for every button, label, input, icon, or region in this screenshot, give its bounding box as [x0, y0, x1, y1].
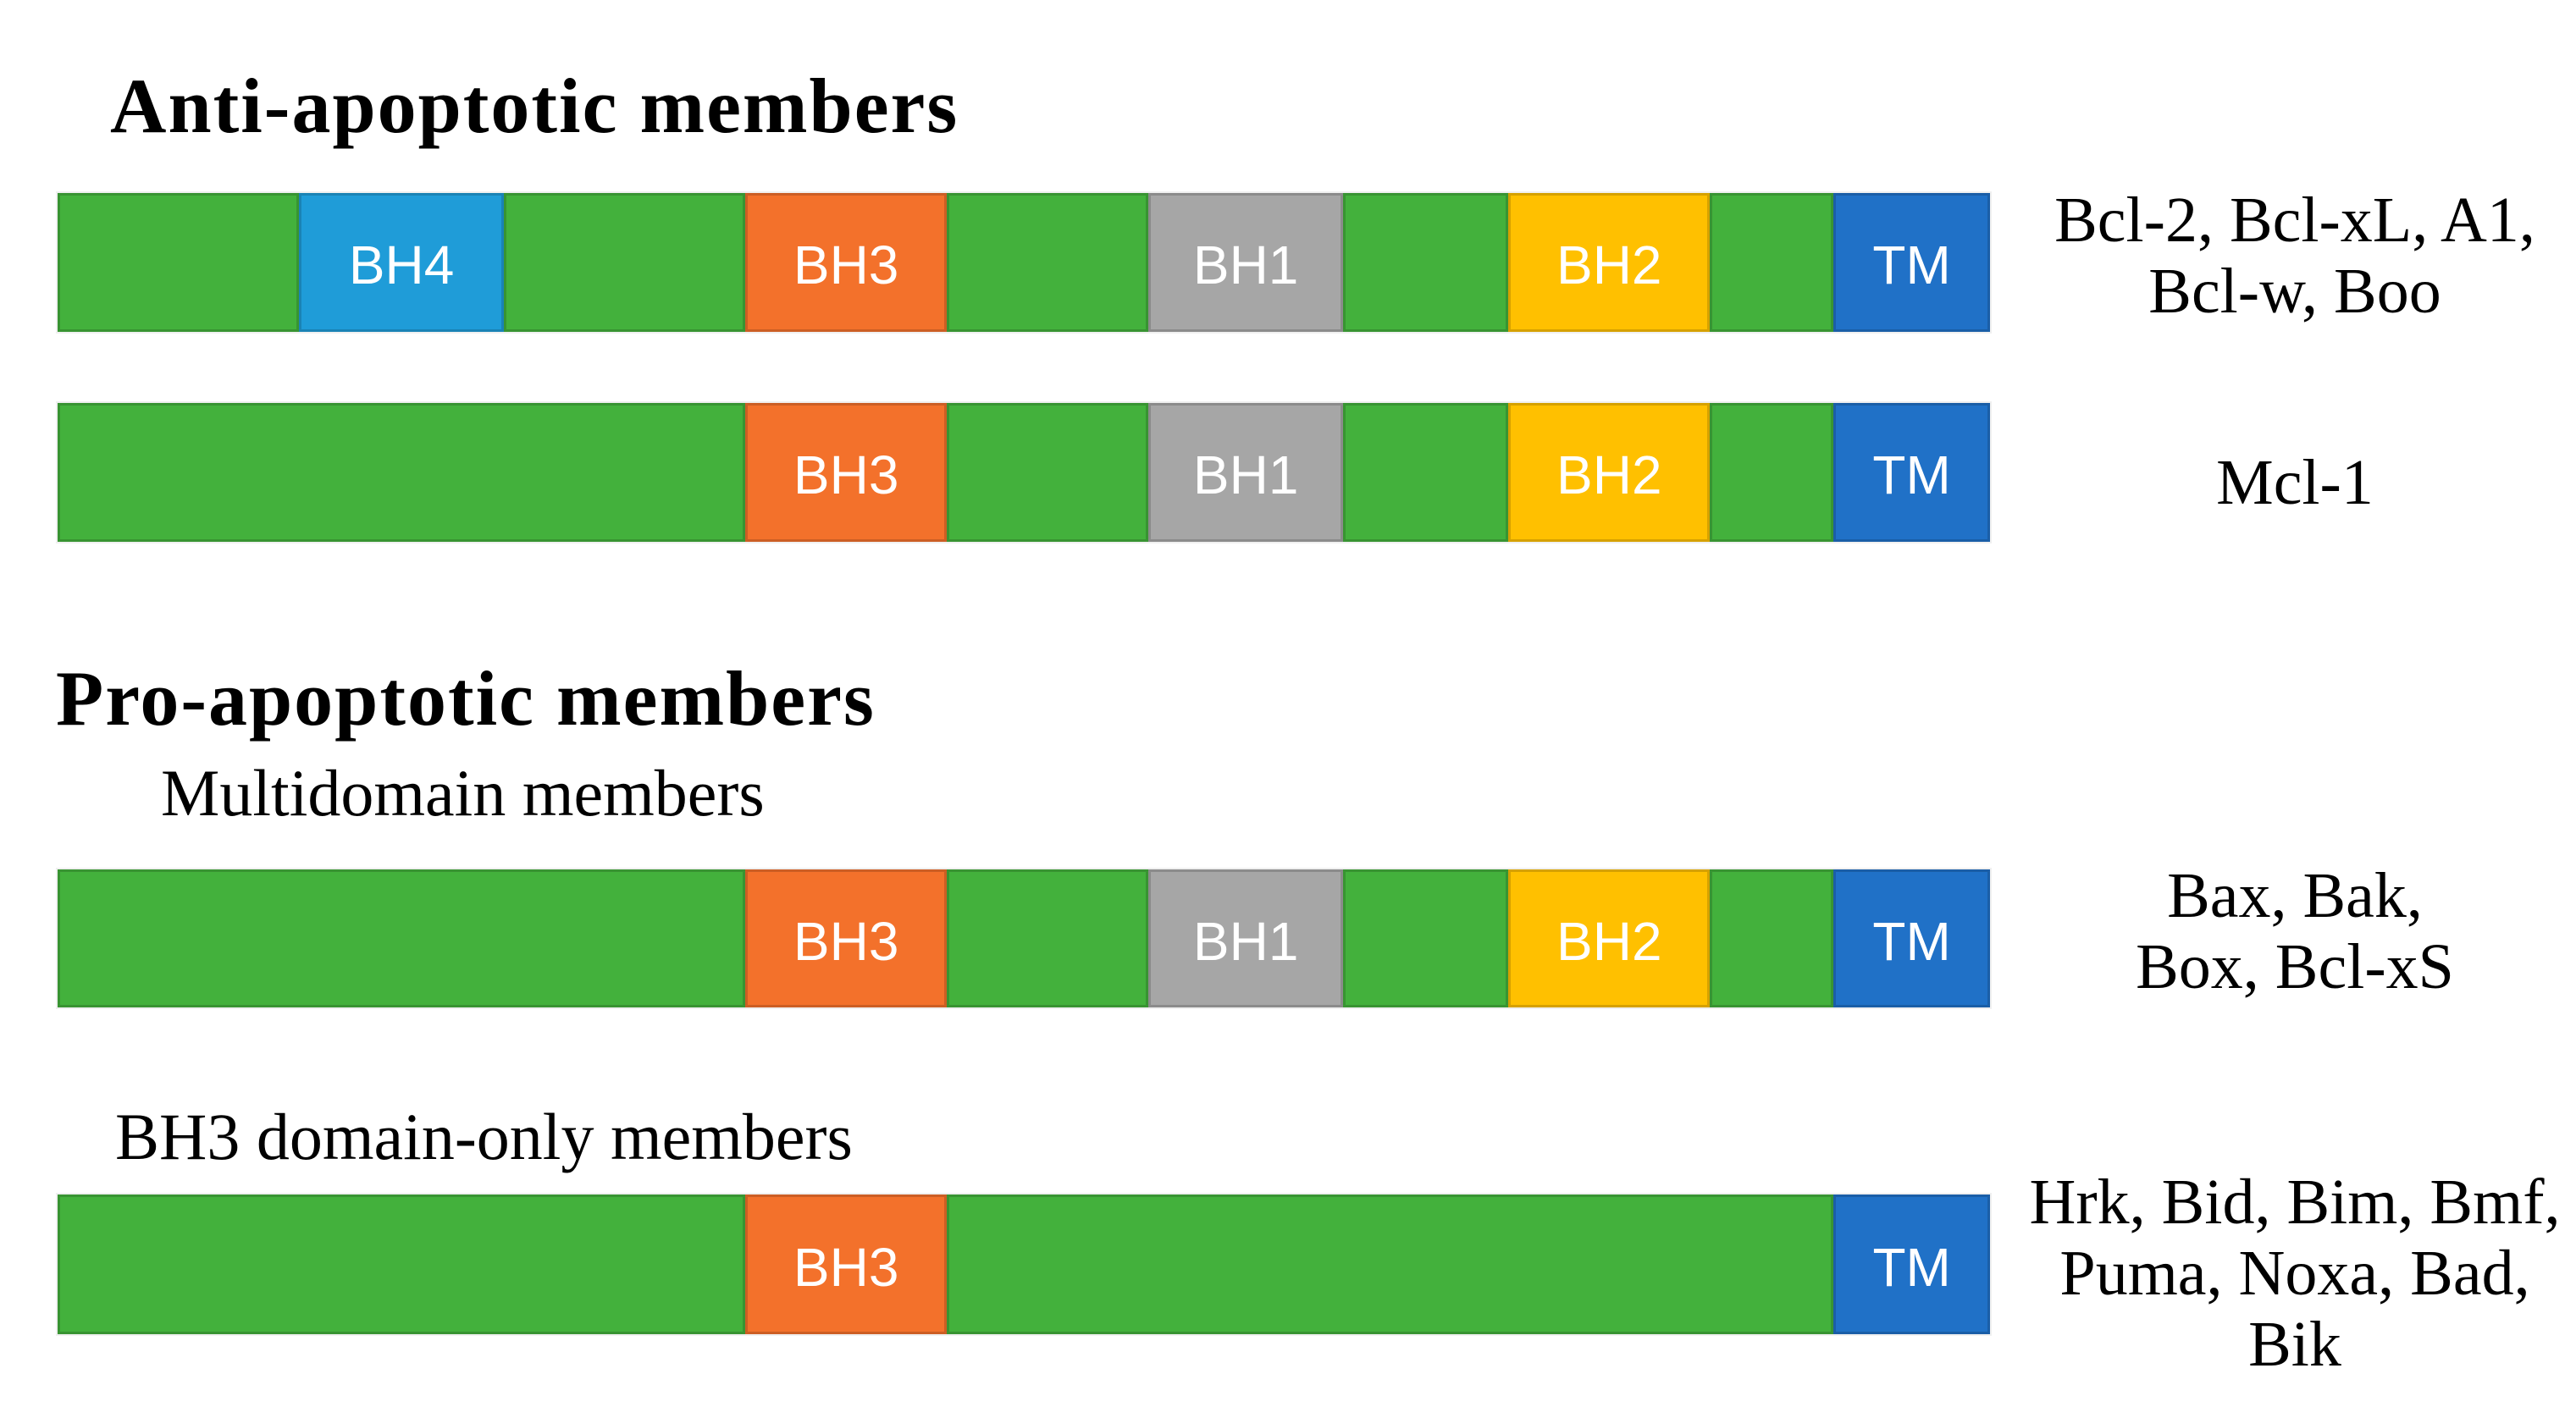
backbone-segment [58, 1195, 746, 1334]
member-label-line: Bik [2248, 1309, 2341, 1380]
domain-segment-bh2: BH2 [1508, 403, 1711, 542]
member-label-line: Box, Bcl-xS [2136, 931, 2454, 1002]
backbone-segment [1710, 869, 1834, 1007]
domain-segment-bh1: BH1 [1148, 193, 1344, 332]
backbone-segment [1343, 403, 1509, 542]
backbone-segment [1710, 193, 1834, 332]
backbone-segment [1710, 403, 1834, 542]
subsection-title-bh3-domain-only: BH3 domain-only members [115, 1100, 853, 1173]
member-label-bcl2-group: Bcl-2, Bcl-xL, A1, Bcl-w, Boo [2024, 185, 2566, 327]
backbone-segment [1343, 869, 1509, 1007]
domain-segment-tm: TM [1833, 869, 1990, 1007]
domain-segment-tm: TM [1833, 1195, 1990, 1334]
domain-segment-tm: TM [1833, 193, 1990, 332]
backbone-segment [1343, 193, 1509, 332]
member-label-line: Bcl-w, Boo [2148, 256, 2441, 327]
domain-segment-label: TM [1872, 234, 1951, 295]
domain-segment-label: BH1 [1192, 234, 1299, 295]
domain-segment-bh4: BH4 [299, 193, 505, 332]
backbone-segment [947, 193, 1149, 332]
subsection-title-multidomain: Multidomain members [161, 756, 765, 830]
backbone-segment [947, 1195, 1834, 1334]
domain-segment-tm: TM [1833, 403, 1990, 542]
domain-segment-label: TM [1872, 910, 1951, 972]
section-title-pro-apoptotic: Pro-apoptotic members [56, 655, 876, 742]
domain-bar-mcl1: BH3 BH1 BH2 TM [58, 403, 1990, 542]
backbone-segment [58, 869, 746, 1007]
domain-segment-bh3: BH3 [745, 869, 948, 1007]
section-title-anti-apoptotic: Anti-apoptotic members [110, 63, 959, 149]
domain-segment-label: BH2 [1556, 444, 1662, 505]
member-label-mcl1: Mcl-1 [2024, 447, 2566, 518]
domain-segment-bh1: BH1 [1148, 869, 1344, 1007]
domain-segment-label: TM [1872, 444, 1951, 505]
member-label-line: Bax, Bak, [2167, 860, 2423, 931]
member-label-line: Mcl-1 [2216, 447, 2374, 518]
domain-bar-bcl2-group: BH4 BH3 BH1 BH2 TM [58, 193, 1990, 332]
member-label-line: Hrk, Bid, Bim, Bmf, [2029, 1167, 2561, 1238]
domain-segment-label: BH4 [348, 234, 455, 295]
domain-segment-label: BH2 [1556, 910, 1662, 972]
domain-segment-bh3: BH3 [745, 193, 948, 332]
domain-segment-label: BH1 [1192, 444, 1299, 505]
domain-segment-label: BH3 [793, 1236, 899, 1298]
backbone-segment [58, 193, 300, 332]
member-label-line: Bcl-2, Bcl-xL, A1, [2054, 185, 2535, 256]
domain-segment-bh3: BH3 [745, 1195, 948, 1334]
member-label-bh3-only: Hrk, Bid, Bim, Bmf, Puma, Noxa, Bad, Bik [2024, 1167, 2566, 1380]
domain-bar-multidomain-pro-apoptotic: BH3 BH1 BH2 TM [58, 869, 1990, 1007]
domain-segment-bh3: BH3 [745, 403, 948, 542]
domain-segment-label: BH2 [1556, 234, 1662, 295]
backbone-segment [947, 869, 1149, 1007]
domain-segment-bh2: BH2 [1508, 869, 1711, 1007]
domain-segment-label: BH3 [793, 444, 899, 505]
domain-segment-label: BH1 [1192, 910, 1299, 972]
domain-segment-label: BH3 [793, 910, 899, 972]
domain-segment-bh2: BH2 [1508, 193, 1711, 332]
domain-bar-bh3-only: BH3 TM [58, 1195, 1990, 1334]
backbone-segment [504, 193, 746, 332]
backbone-segment [58, 403, 746, 542]
domain-segment-bh1: BH1 [1148, 403, 1344, 542]
domain-segment-label: BH3 [793, 234, 899, 295]
domain-segment-label: TM [1872, 1236, 1951, 1298]
member-label-line: Puma, Noxa, Bad, [2059, 1238, 2530, 1309]
backbone-segment [947, 403, 1149, 542]
member-label-multidomain-pro-apoptotic: Bax, Bak, Box, Bcl-xS [2024, 860, 2566, 1002]
